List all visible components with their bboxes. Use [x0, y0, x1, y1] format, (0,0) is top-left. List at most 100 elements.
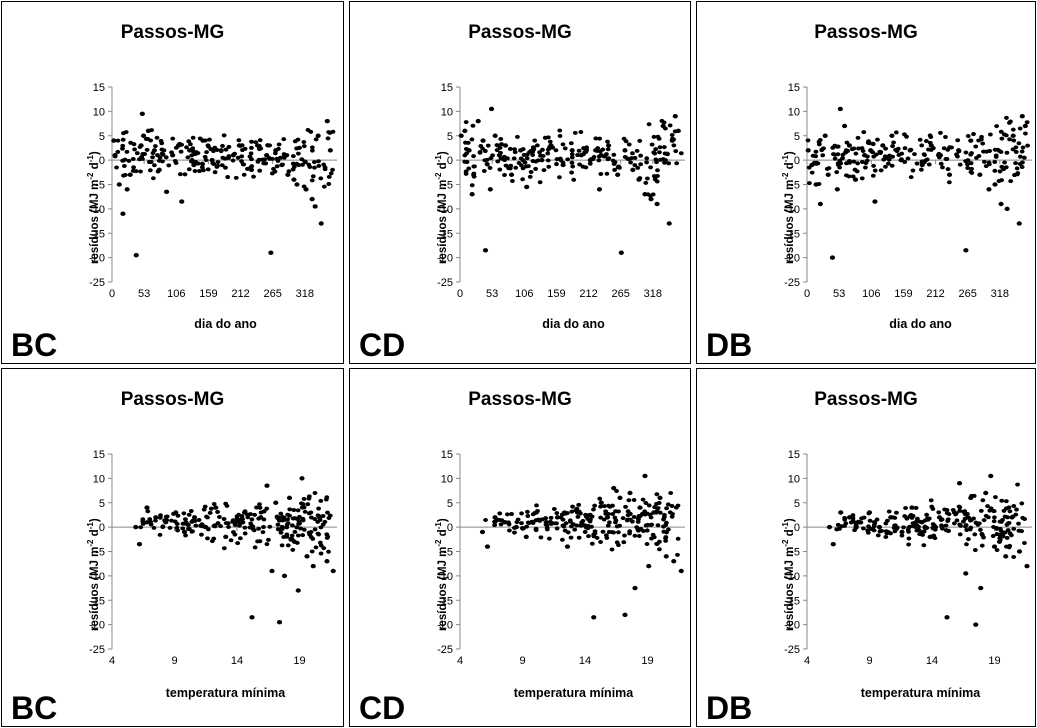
data-point — [943, 523, 949, 528]
y-tick-label: 10 — [93, 473, 105, 485]
data-point — [957, 505, 963, 510]
data-point — [965, 134, 971, 139]
data-point — [498, 156, 504, 161]
data-point — [324, 495, 330, 500]
y-axis-label: resíduos (MJ m-2 d-1) — [86, 518, 101, 631]
data-point — [963, 248, 969, 253]
data-point — [1002, 160, 1007, 165]
data-point — [1006, 505, 1012, 510]
data-point — [644, 542, 650, 547]
data-point — [538, 535, 544, 540]
data-point — [116, 182, 122, 187]
data-point — [837, 106, 843, 112]
data-point — [264, 542, 270, 547]
data-point — [908, 147, 914, 152]
data-point — [810, 153, 816, 158]
y-tick-label: -5 — [790, 180, 800, 192]
data-point — [211, 536, 217, 541]
data-point — [267, 524, 273, 529]
data-point — [817, 138, 823, 143]
data-point — [218, 149, 224, 154]
data-point — [506, 528, 512, 533]
data-point — [980, 498, 986, 503]
data-point — [492, 523, 498, 528]
data-point — [842, 516, 848, 521]
data-point — [217, 515, 222, 520]
data-point — [257, 502, 262, 507]
data-point — [524, 156, 530, 161]
x-tick-label: 9 — [519, 655, 525, 667]
data-point — [954, 518, 960, 523]
data-point — [660, 157, 666, 162]
data-point — [318, 176, 324, 181]
y-axis-label: resíduos (MJ m-2 d-1) — [434, 518, 449, 631]
data-point — [933, 525, 939, 530]
data-point — [272, 151, 278, 156]
data-point — [300, 533, 306, 538]
x-tick-label: 53 — [833, 288, 845, 300]
data-point — [837, 165, 843, 170]
data-point — [675, 536, 681, 541]
y-axis-label-part: d — [88, 162, 101, 173]
data-point — [312, 490, 318, 495]
y-tick-label: 15 — [788, 449, 800, 461]
data-point — [226, 525, 231, 530]
data-point — [163, 189, 170, 195]
data-point — [611, 530, 617, 535]
data-point — [585, 526, 591, 531]
data-point — [904, 516, 910, 521]
data-point — [596, 158, 602, 163]
data-point — [648, 165, 653, 170]
data-point — [545, 147, 551, 152]
data-point — [239, 514, 245, 519]
data-point — [945, 147, 951, 152]
data-point — [275, 527, 281, 532]
data-point — [573, 508, 579, 513]
x-tick-label: 318 — [296, 288, 314, 300]
data-point — [568, 535, 574, 540]
data-point — [269, 568, 275, 574]
data-point — [913, 505, 919, 510]
data-point — [258, 510, 264, 515]
data-point — [288, 536, 294, 541]
data-point — [497, 167, 503, 172]
x-axis-label: dia do ano — [889, 317, 952, 331]
data-point — [607, 504, 613, 509]
data-point — [534, 503, 539, 508]
data-point — [259, 157, 265, 162]
data-point — [979, 543, 985, 548]
data-point — [514, 520, 520, 525]
data-point — [943, 135, 948, 140]
data-point — [672, 114, 678, 119]
x-tick-label: 318 — [644, 288, 662, 300]
data-point — [1011, 526, 1017, 531]
data-point — [215, 163, 220, 168]
data-point — [215, 160, 221, 165]
data-point — [268, 250, 274, 255]
data-point — [242, 531, 248, 536]
data-point — [276, 146, 281, 151]
data-point — [226, 144, 232, 149]
data-point — [545, 158, 551, 163]
data-point — [512, 530, 517, 535]
x-tick-label: 212 — [926, 288, 944, 300]
data-point — [922, 524, 928, 529]
data-point — [569, 152, 575, 157]
data-point — [981, 518, 987, 523]
data-point — [1022, 123, 1028, 129]
data-point — [317, 517, 323, 522]
data-point — [549, 145, 555, 150]
data-point — [822, 133, 828, 138]
data-point — [888, 531, 893, 536]
data-point — [250, 527, 256, 532]
data-point — [866, 140, 872, 145]
x-tick-label: 159 — [894, 288, 912, 300]
data-point — [240, 162, 246, 167]
data-point — [120, 211, 126, 216]
data-point — [636, 533, 642, 538]
data-point — [921, 152, 927, 157]
data-point — [256, 516, 262, 521]
data-point — [299, 476, 305, 481]
data-point — [233, 175, 239, 180]
data-point — [615, 172, 621, 177]
